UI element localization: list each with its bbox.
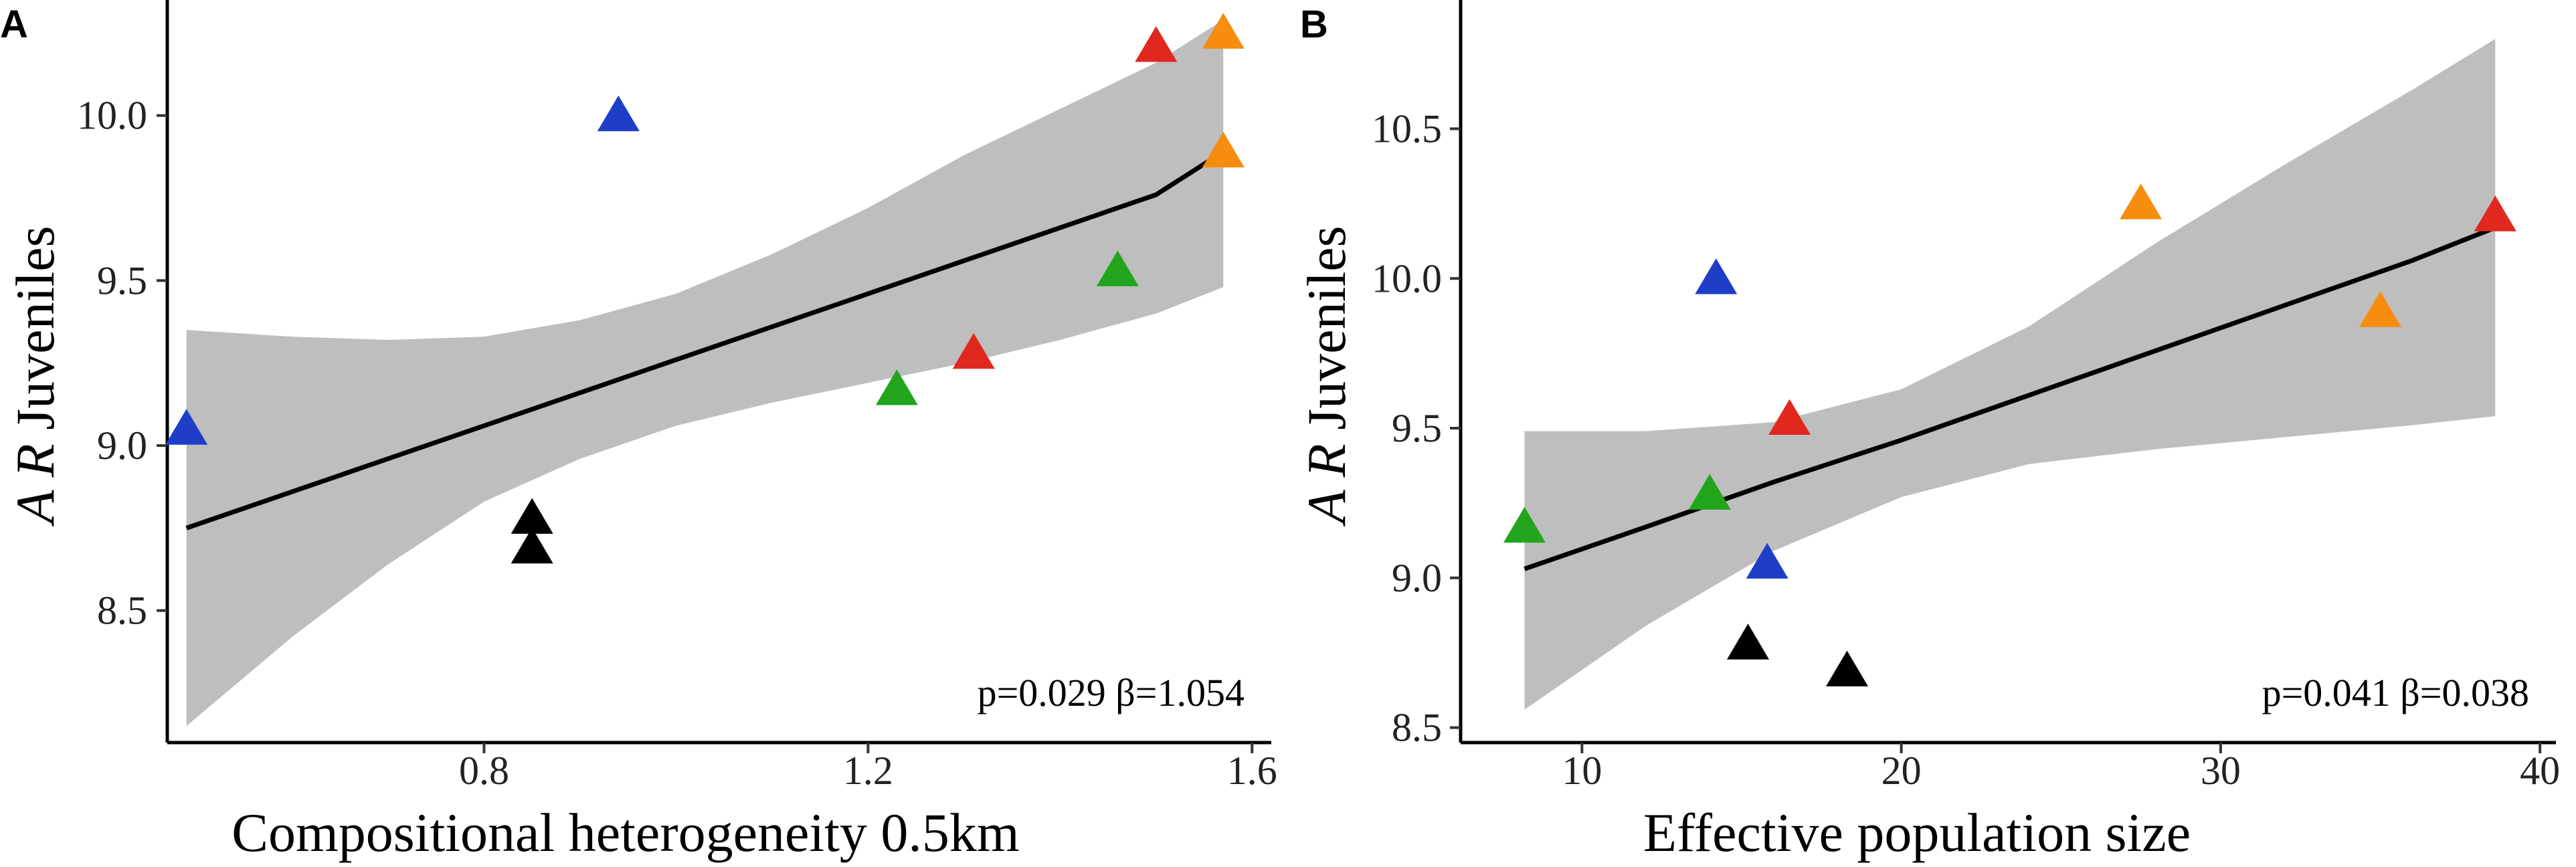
panel-b-y-axis-title-italic: A R xyxy=(1296,444,1357,526)
panel-b-y-tick-label: 9.0 xyxy=(1392,556,1442,600)
panel-b-data-point-red xyxy=(2474,195,2516,231)
panel-b-y-tick-label: 9.5 xyxy=(1392,406,1442,450)
panel-b-x-tick-label: 30 xyxy=(2201,749,2241,793)
panel-a: A 0.8 1.2 1.6 8.5 9.0 9.5 10.0 p=0.029 β=1.054… xyxy=(0,0,1277,863)
panel-a-data-point-blue xyxy=(165,409,208,445)
panel-b-data-point-blue xyxy=(1695,258,1738,294)
panel-b-plot-area: 10 20 30 40 8.5 9.0 9.5 10.0 10.5 xyxy=(1372,0,2560,793)
panel-a-data-point-green xyxy=(875,369,918,405)
panel-a-data-point-red xyxy=(952,332,995,369)
panel-a-label: A xyxy=(0,3,28,46)
panel-a-x-axis-title: Compositional heterogeneity 0.5km xyxy=(232,802,1019,863)
panel-b-x-tick-label: 20 xyxy=(1881,749,1922,793)
panel-b-data-point-green xyxy=(1688,474,1731,510)
panel-b-stats-annotation: p=0.041 β=0.038 xyxy=(2262,671,2529,714)
panel-b-data-point-green xyxy=(1503,506,1546,543)
panel-b-data-point-orange xyxy=(2359,291,2401,327)
panel-b-regression-line xyxy=(1524,225,2496,571)
panel-a-x-tick-label: 1.2 xyxy=(843,749,893,793)
panel-a-x-tick-label: 1.6 xyxy=(1227,749,1277,793)
panel-a-plot-area: 0.8 1.2 1.6 8.5 9.0 9.5 10.0 xyxy=(77,0,1277,793)
panel-b-y-tick-label: 10.0 xyxy=(1372,256,1442,300)
panel-a-stats-annotation: p=0.029 β=1.054 xyxy=(978,671,1245,714)
panel-a-y-tick-label: 10.0 xyxy=(77,94,147,138)
panel-a-data-point-orange xyxy=(1202,13,1245,49)
panel-a-data-point-orange xyxy=(1202,131,1245,168)
panel-a-y-axis-title-rest: Juveniles xyxy=(5,226,66,444)
panel-a-y-tick-label: 9.5 xyxy=(97,258,147,302)
panel-a-y-axis-title-italic: A R xyxy=(5,444,66,526)
panel-b-data-point-orange xyxy=(2120,183,2163,219)
panel-b-label: B xyxy=(1300,3,1328,46)
panel-a-x-tick-label: 0.8 xyxy=(459,749,509,793)
panel-b-data-point-black xyxy=(1727,623,1769,660)
panel-b-y-axis-title-rest: Juveniles xyxy=(1296,226,1357,444)
panel-b-data-point-blue xyxy=(1746,543,1788,579)
panel-a-data-point-red xyxy=(1135,26,1178,62)
panel-b-y-axis-title: A R Juveniles xyxy=(1296,226,1357,527)
panel-a-y-axis-title: A R Juveniles xyxy=(5,226,66,527)
panel-a-y-tick-label: 9.0 xyxy=(97,423,147,468)
panel-a-y-tick-label: 8.5 xyxy=(97,589,147,633)
panel-b-x-tick-label: 10 xyxy=(1562,749,1602,793)
panel-b-confidence-band xyxy=(1524,39,2496,710)
panel-b: B 10 20 30 40 8.5 9.0 9.5 10.0 10.5 p=0.041 β=0.… xyxy=(1296,0,2560,863)
panel-a-data-point-green xyxy=(1096,250,1139,286)
panel-a-regression-line xyxy=(185,149,1225,531)
panel-a-confidence-band xyxy=(186,19,1224,727)
panel-b-data-point-red xyxy=(1768,399,1811,435)
panel-b-y-tick-label: 8.5 xyxy=(1392,706,1442,750)
panel-a-data-point-black xyxy=(511,498,553,534)
panel-b-x-axis-title: Effective population size xyxy=(1643,802,2191,863)
panel-b-data-point-black xyxy=(1826,650,1868,686)
panel-a-data-point-black xyxy=(511,527,553,564)
panel-a-data-point-blue xyxy=(597,95,640,132)
panel-b-y-tick-label: 10.5 xyxy=(1372,106,1442,151)
panel-b-x-tick-label: 40 xyxy=(2520,749,2560,793)
